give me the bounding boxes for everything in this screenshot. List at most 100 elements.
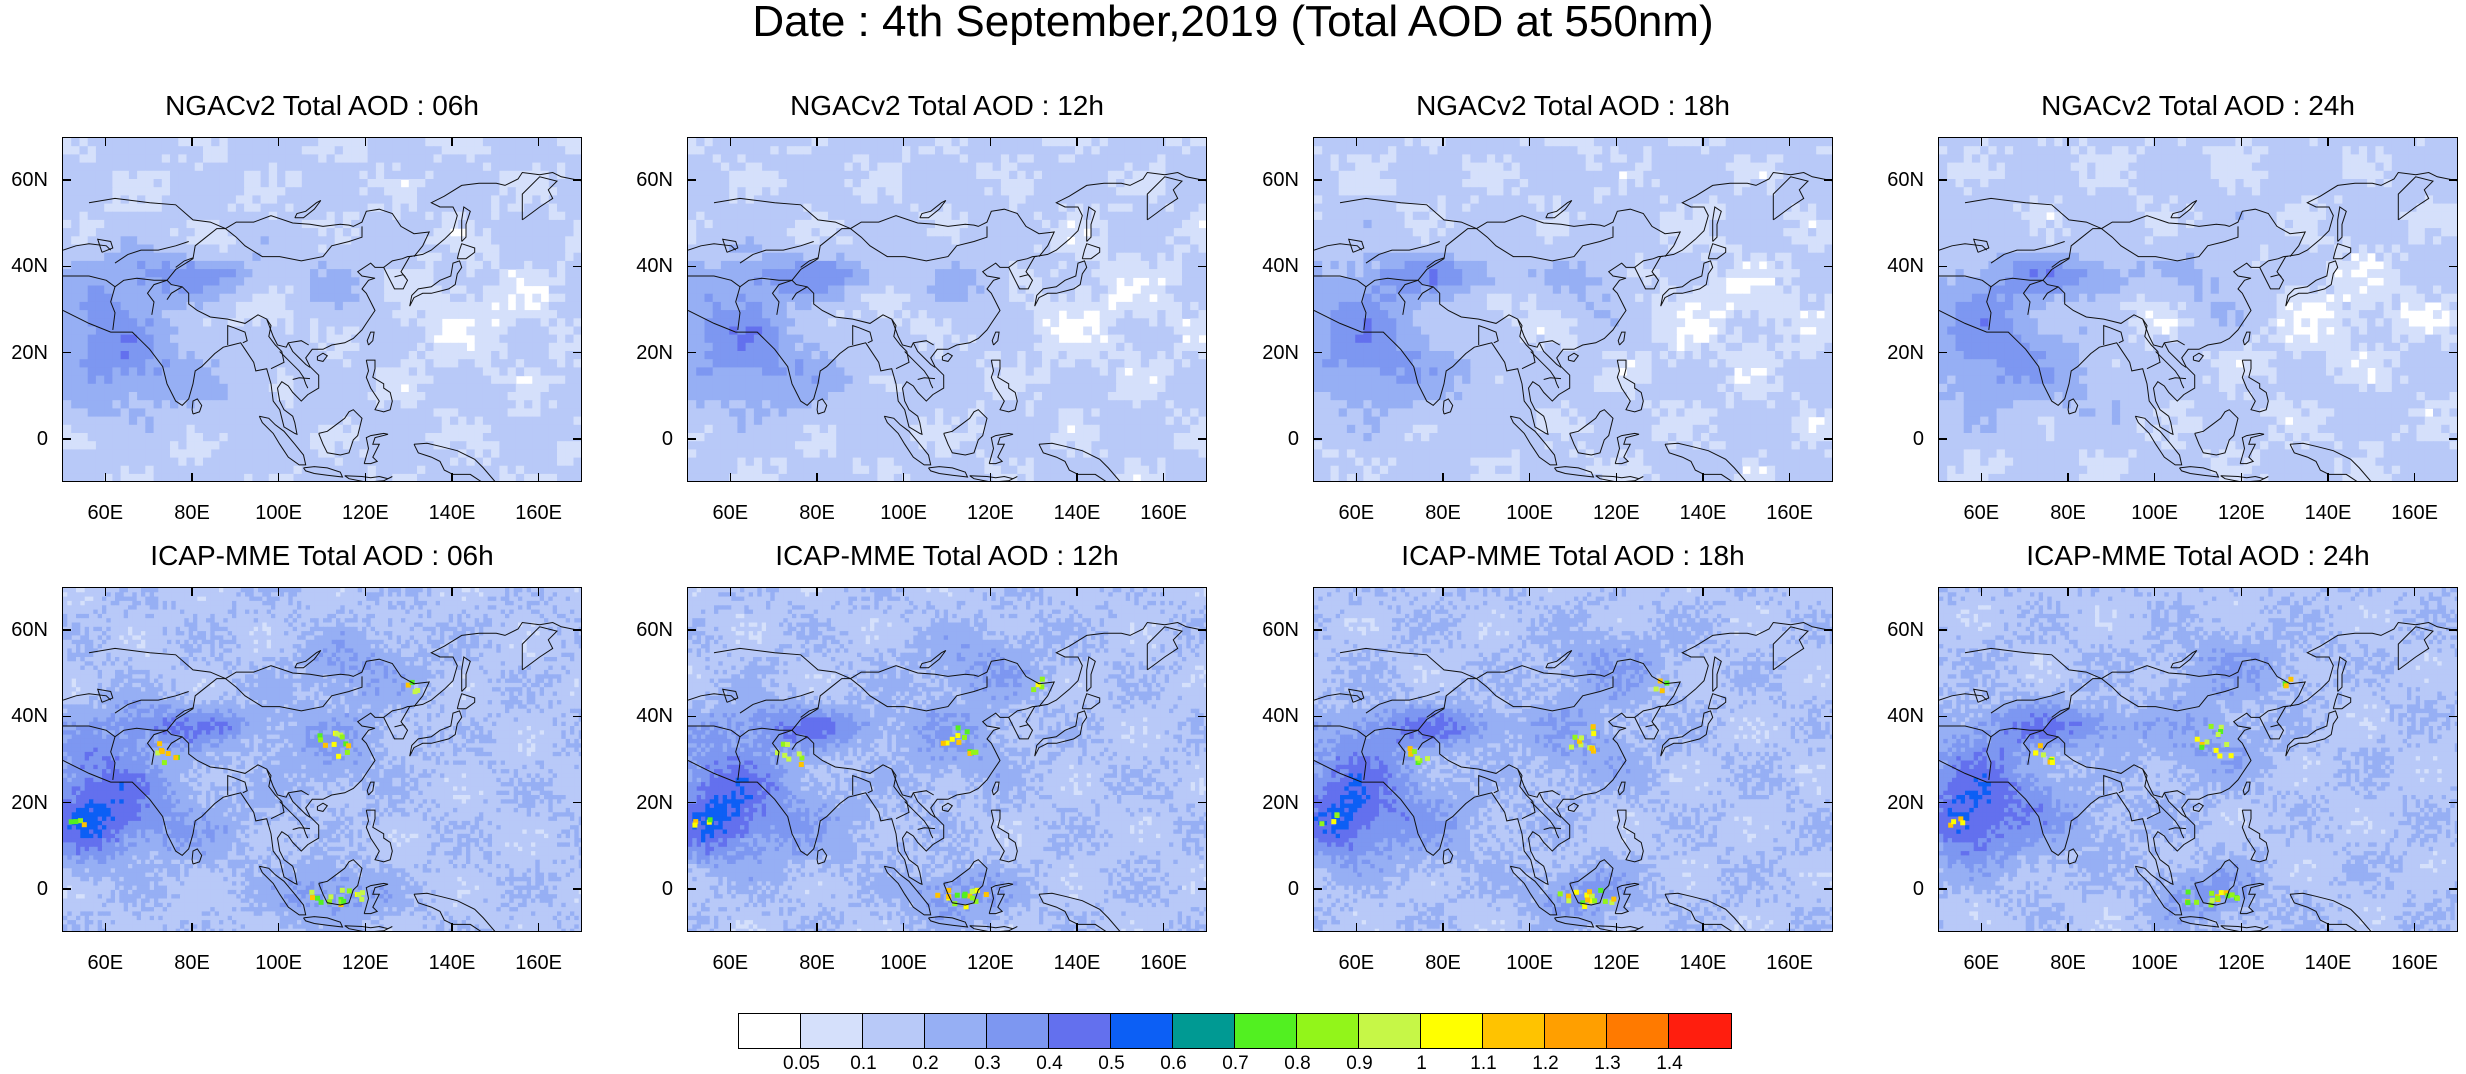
aod-hotspot (2230, 892, 2235, 897)
lon-tick-mark (990, 587, 992, 596)
lat-tick-mark (1824, 179, 1833, 181)
lon-tick-mark (990, 473, 992, 482)
lat-tick-label: 0 (0, 429, 48, 449)
lon-tick-label: 80E (162, 953, 222, 973)
panel-title: NGACv2 Total AOD : 24h (1878, 91, 2466, 121)
aod-hotspot (162, 760, 167, 765)
lat-tick-mark (62, 802, 71, 804)
aod-hotspot (341, 899, 346, 904)
lat-tick-mark (2449, 266, 2458, 268)
lon-tick-mark (191, 137, 193, 146)
lon-tick-label: 120E (335, 503, 395, 523)
lat-tick-label: 60N (0, 620, 48, 640)
lat-tick-label: 0 (1874, 429, 1924, 449)
lat-tick-mark (2449, 438, 2458, 440)
lon-tick-mark (1702, 137, 1704, 146)
aod-hotspot (2041, 752, 2046, 757)
colorbar-swatch (1235, 1014, 1297, 1048)
aod-hotspot (1425, 756, 1430, 761)
lat-tick-label: 0 (1249, 429, 1299, 449)
lon-tick-label: 140E (1047, 503, 1107, 523)
lon-tick-mark (1163, 587, 1165, 596)
panel-title: NGACv2 Total AOD : 12h (627, 91, 1267, 121)
aod-hotspot (2050, 760, 2055, 765)
lat-tick-label: 40N (1249, 706, 1299, 726)
lon-tick-mark (1076, 587, 1078, 596)
colorbar-label: 0.8 (1273, 1054, 1323, 1073)
aod-hotspot (1591, 731, 1596, 736)
lat-tick-mark (1938, 629, 1947, 631)
aod-hotspot (1574, 890, 1579, 895)
colorbar-swatch (801, 1014, 863, 1048)
lat-tick-mark (573, 888, 582, 890)
aod-field (1314, 138, 1833, 482)
lat-tick-mark (2449, 802, 2458, 804)
lon-tick-mark (730, 587, 732, 596)
lon-tick-label: 80E (1413, 503, 1473, 523)
lon-tick-mark (1076, 923, 1078, 932)
lon-tick-mark (105, 137, 107, 146)
aod-map-svg (1314, 588, 1833, 932)
aod-hotspot (323, 743, 328, 748)
lon-tick-mark (191, 473, 193, 482)
lon-tick-mark (816, 923, 818, 932)
aod-hotspot (157, 741, 162, 746)
lon-tick-mark (1529, 137, 1531, 146)
lon-tick-mark (105, 587, 107, 596)
lat-tick-mark (1824, 802, 1833, 804)
lat-tick-label: 20N (623, 343, 673, 363)
colorbar-swatch (1111, 1014, 1173, 1048)
lon-tick-label: 140E (2298, 503, 2358, 523)
lat-tick-mark (573, 629, 582, 631)
lat-tick-mark (1313, 716, 1322, 718)
lon-tick-mark (1616, 587, 1618, 596)
aod-hotspot (2217, 754, 2222, 759)
lat-tick-mark (1313, 352, 1322, 354)
lat-tick-label: 40N (623, 706, 673, 726)
lon-tick-mark (278, 137, 280, 146)
lat-tick-label: 20N (1874, 793, 1924, 813)
lon-tick-mark (1076, 473, 1078, 482)
lat-tick-mark (1313, 888, 1322, 890)
lat-tick-mark (1313, 802, 1322, 804)
lon-tick-label: 60E (1326, 953, 1386, 973)
colorbar-swatch (987, 1014, 1049, 1048)
lat-tick-label: 0 (623, 879, 673, 899)
aod-hotspot (332, 742, 337, 747)
lat-tick-mark (1198, 802, 1207, 804)
lon-tick-mark (538, 587, 540, 596)
aod-hotspot (2199, 745, 2204, 750)
lat-tick-label: 60N (1874, 170, 1924, 190)
lat-tick-mark (573, 352, 582, 354)
colorbar-label: 1.2 (1521, 1054, 1571, 1073)
lon-tick-label: 60E (700, 503, 760, 523)
lon-tick-label: 60E (1951, 503, 2011, 523)
aod-hotspot (73, 819, 78, 824)
aod-hotspot (2209, 891, 2214, 896)
aod-map-svg (1314, 138, 1833, 482)
lon-tick-label: 160E (509, 503, 569, 523)
lon-tick-mark (1616, 923, 1618, 932)
lon-tick-mark (1442, 587, 1444, 596)
lon-tick-mark (1442, 473, 1444, 482)
lon-tick-label: 60E (1326, 503, 1386, 523)
lon-tick-label: 140E (422, 503, 482, 523)
aod-hotspot (2215, 896, 2220, 901)
aod-hotspot (1415, 756, 1420, 761)
colorbar-swatch (1545, 1014, 1607, 1048)
colorbar-label: 0.1 (839, 1054, 889, 1073)
lon-tick-mark (2414, 587, 2416, 596)
lon-tick-mark (1529, 473, 1531, 482)
lon-tick-mark (365, 923, 367, 932)
aod-hotspot (69, 819, 74, 824)
aod-map-svg (688, 138, 1207, 482)
lat-tick-mark (62, 266, 71, 268)
lon-tick-mark (278, 473, 280, 482)
lon-tick-label: 160E (1134, 953, 1194, 973)
lat-tick-mark (573, 438, 582, 440)
aod-map (687, 137, 1207, 482)
aod-hotspot (1960, 820, 1965, 825)
lat-tick-label: 40N (0, 706, 48, 726)
aod-hotspot (2284, 683, 2289, 688)
lon-tick-label: 60E (75, 503, 135, 523)
